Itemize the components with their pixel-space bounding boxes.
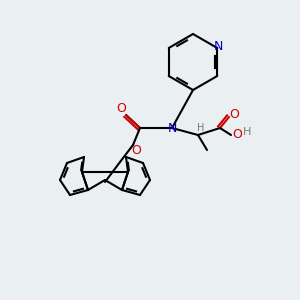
Text: O: O [116,103,126,116]
Text: O: O [131,143,141,157]
Text: O: O [232,128,242,142]
Text: N: N [214,40,223,53]
Text: H: H [243,127,251,137]
Text: O: O [229,107,239,121]
Text: H: H [197,123,205,133]
Text: N: N [167,122,177,134]
